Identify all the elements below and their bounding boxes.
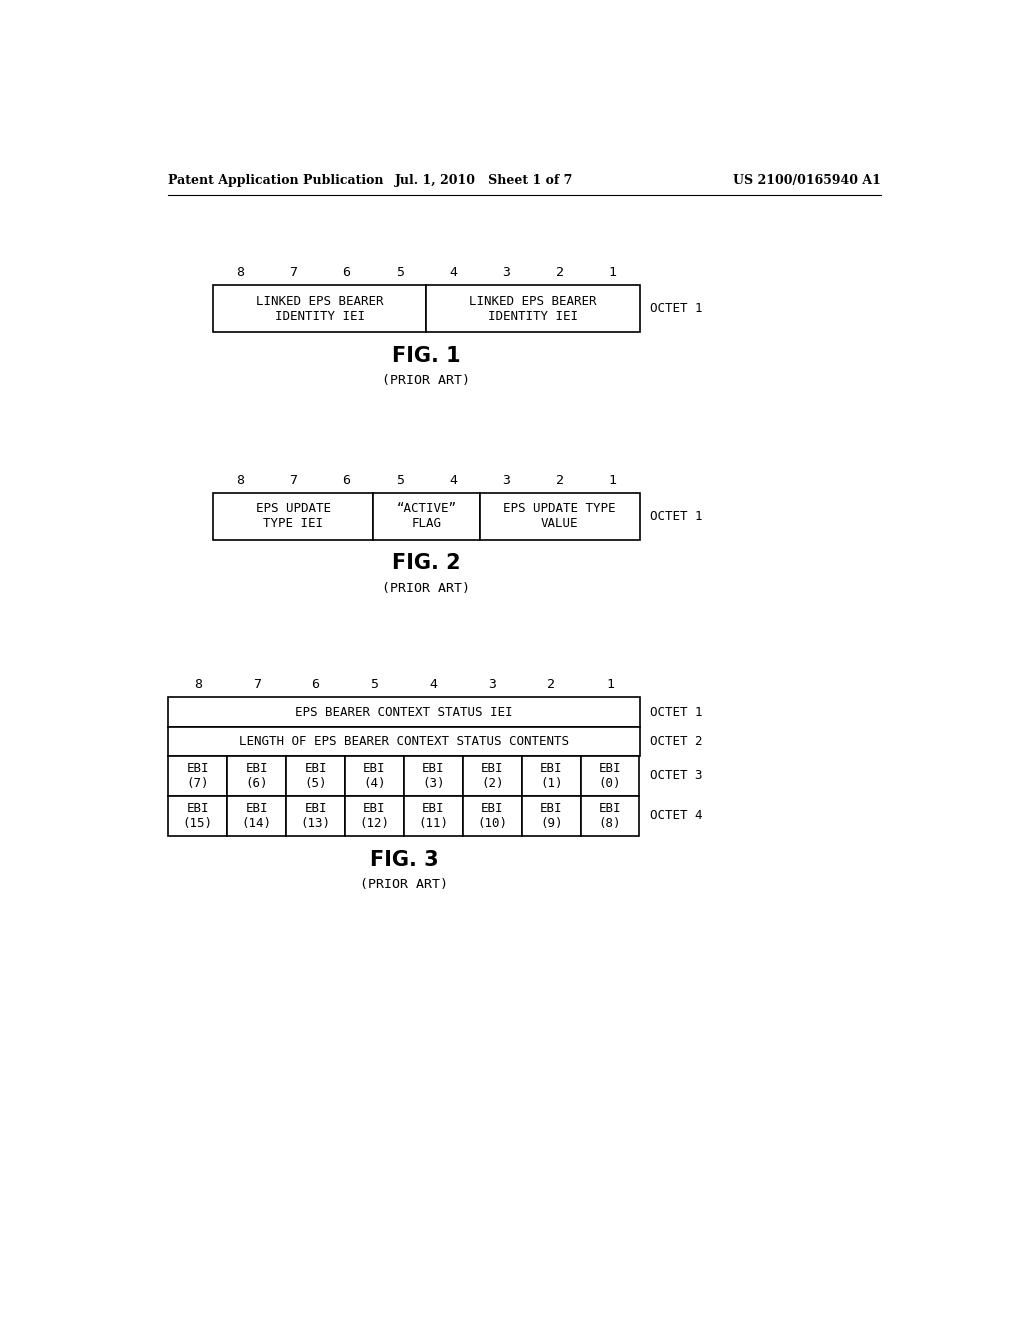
Text: 2: 2: [556, 267, 563, 280]
Text: 1: 1: [606, 678, 614, 692]
Bar: [426, 285, 640, 331]
Bar: [213, 285, 426, 331]
Text: OCTET 1: OCTET 1: [649, 302, 702, 315]
Bar: [227, 796, 286, 836]
Bar: [581, 756, 640, 796]
Text: EBI
(2): EBI (2): [481, 762, 504, 789]
Text: LINKED EPS BEARER
IDENTITY IEI: LINKED EPS BEARER IDENTITY IEI: [469, 294, 597, 322]
Text: “ACTIVE”
FLAG: “ACTIVE” FLAG: [396, 503, 457, 531]
Text: FIG. 1: FIG. 1: [392, 346, 461, 366]
Text: FIG. 2: FIG. 2: [392, 553, 461, 573]
Bar: [345, 796, 403, 836]
Text: Patent Application Publication: Patent Application Publication: [168, 174, 384, 187]
Text: (PRIOR ART): (PRIOR ART): [359, 878, 447, 891]
Text: 1: 1: [609, 474, 616, 487]
Text: 3: 3: [503, 267, 510, 280]
Text: EBI
(15): EBI (15): [182, 803, 213, 830]
Bar: [403, 756, 463, 796]
Text: 7: 7: [289, 474, 297, 487]
Text: OCTET 2: OCTET 2: [649, 735, 702, 748]
Bar: [403, 796, 463, 836]
Text: US 2100/0165940 A1: US 2100/0165940 A1: [733, 174, 882, 187]
Text: EBI
(10): EBI (10): [477, 803, 507, 830]
Text: 5: 5: [371, 678, 379, 692]
Bar: [227, 756, 286, 796]
Text: EBI
(5): EBI (5): [304, 762, 327, 789]
Text: EBI
(8): EBI (8): [599, 803, 622, 830]
Text: EBI
(12): EBI (12): [359, 803, 389, 830]
Bar: [463, 796, 521, 836]
Text: LINKED EPS BEARER
IDENTITY IEI: LINKED EPS BEARER IDENTITY IEI: [256, 294, 384, 322]
Bar: [373, 494, 479, 540]
Bar: [521, 796, 581, 836]
Text: EBI
(11): EBI (11): [419, 803, 449, 830]
Text: 6: 6: [342, 267, 350, 280]
Text: 5: 5: [395, 267, 403, 280]
Bar: [286, 796, 345, 836]
Text: OCTET 1: OCTET 1: [649, 510, 702, 523]
Text: 3: 3: [503, 474, 510, 487]
Bar: [463, 756, 521, 796]
Text: EPS UPDATE
TYPE IEI: EPS UPDATE TYPE IEI: [256, 503, 331, 531]
Text: 5: 5: [395, 474, 403, 487]
Text: EBI
(9): EBI (9): [540, 803, 562, 830]
Text: 3: 3: [488, 678, 497, 692]
Text: 4: 4: [449, 267, 457, 280]
Text: Jul. 1, 2010   Sheet 1 of 7: Jul. 1, 2010 Sheet 1 of 7: [395, 174, 573, 187]
Bar: [168, 756, 227, 796]
Text: 2: 2: [547, 678, 555, 692]
Text: (PRIOR ART): (PRIOR ART): [382, 582, 470, 595]
Text: 4: 4: [429, 678, 437, 692]
Text: 6: 6: [342, 474, 350, 487]
Text: LENGTH OF EPS BEARER CONTEXT STATUS CONTENTS: LENGTH OF EPS BEARER CONTEXT STATUS CONT…: [239, 735, 569, 748]
Text: EBI
(3): EBI (3): [422, 762, 444, 789]
Text: EBI
(4): EBI (4): [364, 762, 386, 789]
Text: 8: 8: [236, 474, 244, 487]
Bar: [213, 494, 373, 540]
Bar: [521, 756, 581, 796]
Text: FIG. 3: FIG. 3: [370, 850, 438, 870]
Text: EBI
(1): EBI (1): [540, 762, 562, 789]
Bar: [168, 726, 640, 756]
Text: 1: 1: [609, 267, 616, 280]
Text: 7: 7: [289, 267, 297, 280]
Text: EPS BEARER CONTEXT STATUS IEI: EPS BEARER CONTEXT STATUS IEI: [295, 705, 513, 718]
Text: OCTET 4: OCTET 4: [649, 809, 702, 822]
Bar: [168, 697, 640, 726]
Bar: [168, 796, 227, 836]
Text: 8: 8: [194, 678, 202, 692]
Text: EBI
(0): EBI (0): [599, 762, 622, 789]
Text: EPS UPDATE TYPE
VALUE: EPS UPDATE TYPE VALUE: [504, 503, 615, 531]
Text: EBI
(6): EBI (6): [246, 762, 268, 789]
Text: 8: 8: [236, 267, 244, 280]
Text: OCTET 3: OCTET 3: [649, 770, 702, 783]
Text: 6: 6: [311, 678, 319, 692]
Text: EBI
(13): EBI (13): [301, 803, 331, 830]
Text: 7: 7: [253, 678, 261, 692]
Text: EBI
(7): EBI (7): [186, 762, 209, 789]
Bar: [479, 494, 640, 540]
Text: OCTET 1: OCTET 1: [649, 705, 702, 718]
Bar: [345, 756, 403, 796]
Text: 2: 2: [556, 474, 563, 487]
Text: EBI
(14): EBI (14): [242, 803, 271, 830]
Text: 4: 4: [449, 474, 457, 487]
Text: (PRIOR ART): (PRIOR ART): [382, 374, 470, 387]
Bar: [286, 756, 345, 796]
Bar: [581, 796, 640, 836]
